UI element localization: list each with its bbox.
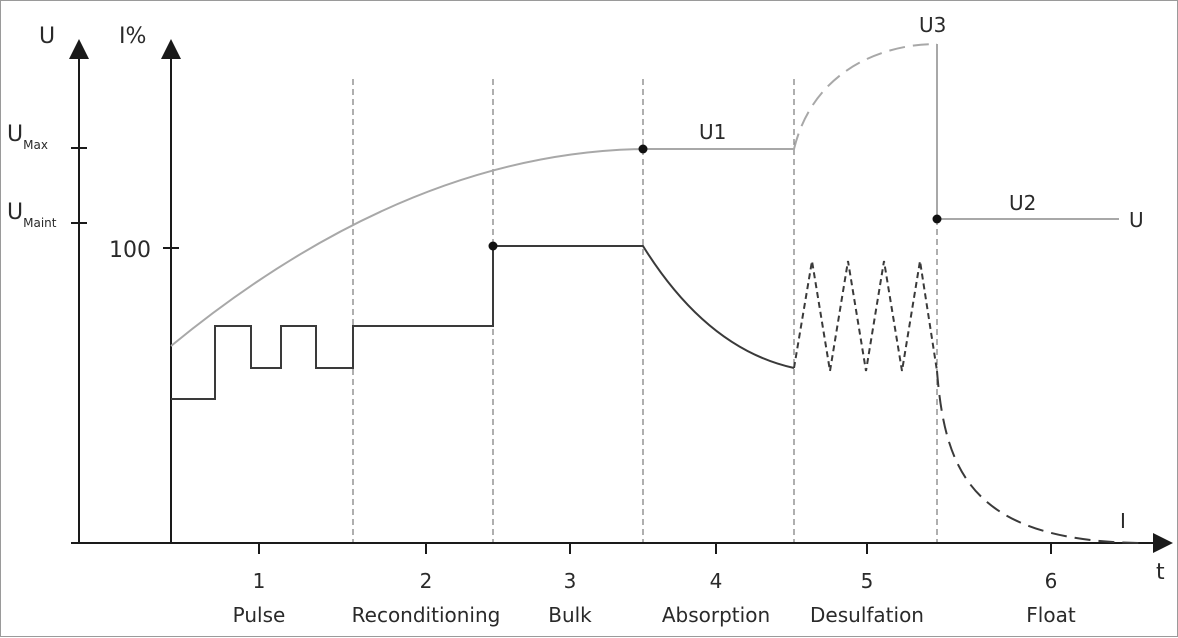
umax-main: U [7, 122, 23, 147]
current-desulfation-zigzag [793, 260, 938, 372]
i-axis-label: I% [119, 24, 146, 49]
voltage-rise [170, 148, 794, 347]
stage-name-2: Reconditioning [352, 603, 501, 627]
current-pulse-bulk [171, 245, 795, 400]
stage-number-4: 4 [710, 569, 723, 593]
axes [69, 39, 1173, 554]
stage-name-1: Pulse [233, 603, 286, 627]
u1-label: U1 [699, 120, 726, 144]
voltage-curve [170, 43, 1119, 347]
stage-name-3: Bulk [548, 603, 592, 627]
stage-name-5: Desulfation [810, 603, 924, 627]
voltage-desulfation-rise [793, 43, 938, 150]
umax-sub: Max [23, 138, 48, 152]
umaint-sub: Maint [23, 216, 57, 230]
curve-points [488, 144, 942, 251]
stage-name-6: Float [1026, 603, 1076, 627]
umaint-main: U [7, 200, 23, 225]
float-start-point [932, 214, 942, 224]
i-end-label: I [1120, 509, 1126, 533]
i100-label: 100 [109, 238, 151, 263]
stage-name-4: Absorption [662, 603, 770, 627]
t-axis-label: t [1156, 560, 1165, 585]
stage-number-1: 1 [253, 569, 266, 593]
bulk-start-point [488, 241, 498, 251]
stage-number-3: 3 [564, 569, 577, 593]
u-end-label: U [1129, 208, 1144, 232]
stage-number-5: 5 [861, 569, 874, 593]
u-axis-label: U [39, 24, 55, 49]
current-curve [171, 245, 1142, 544]
stage-number-6: 6 [1045, 569, 1058, 593]
current-float-decay [936, 370, 1142, 544]
u2-label: U2 [1009, 191, 1036, 215]
absorption-start-point [638, 144, 648, 154]
stage-number-2: 2 [420, 569, 433, 593]
umax-label: UMax [7, 122, 48, 152]
umaint-label: UMaint [7, 200, 57, 230]
stage-labels: 1 Pulse 2 Reconditioning 3 Bulk 4 Absorp… [233, 569, 1076, 627]
u3-label: U3 [919, 13, 946, 37]
